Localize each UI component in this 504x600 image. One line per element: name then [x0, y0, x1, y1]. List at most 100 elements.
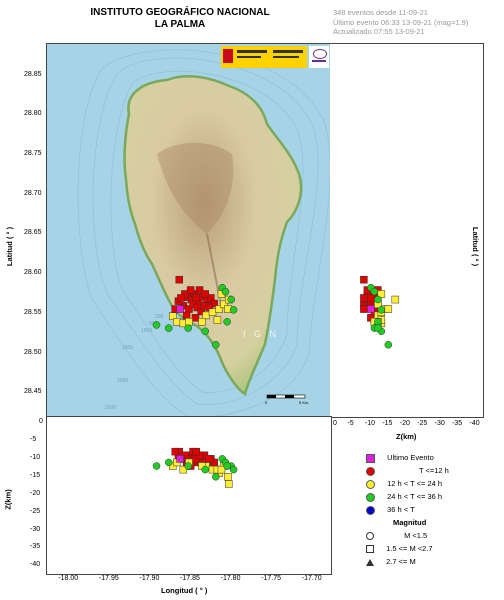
blue-circle-icon — [366, 505, 375, 515]
red-circle-icon — [366, 466, 375, 476]
event-marker — [173, 318, 181, 326]
latitude-tick-label: 28.70 — [24, 189, 42, 197]
spain-shield-icon — [223, 49, 233, 63]
event-marker — [217, 465, 226, 474]
event-marker — [185, 318, 193, 326]
contour-label-2500: 2500 — [105, 405, 116, 411]
event-marker — [384, 305, 393, 313]
ministry-logo — [221, 46, 307, 68]
event-marker — [184, 324, 192, 332]
depth-tick-label: -20 — [30, 489, 41, 497]
event-marker — [202, 311, 210, 320]
event-marker — [198, 318, 206, 326]
event-marker — [176, 455, 184, 463]
event-marker — [182, 311, 191, 320]
event-marker — [220, 300, 228, 309]
event-marker — [229, 306, 238, 314]
legend-last-event: Ultimo Evento — [366, 453, 434, 463]
magnitude-title: Magnitud — [393, 518, 427, 527]
depth-latitude-panel[interactable] — [330, 43, 484, 418]
event-marker — [374, 324, 382, 332]
right-depth-tick-label: -10 — [364, 420, 375, 427]
right-depth-tick-label: -25 — [417, 420, 428, 427]
longitude-tick-label: -17.95 — [98, 575, 119, 582]
event-marker — [223, 462, 231, 470]
event-marker — [186, 286, 195, 294]
event-marker — [367, 305, 375, 313]
right-depth-tick-label: -15 — [382, 420, 393, 427]
event-marker — [229, 465, 238, 474]
latitude-tick-label: 28.80 — [24, 110, 42, 118]
legend-t3: 24 h < T <= 36 h — [366, 492, 442, 502]
latitude-tick-label: 28.45 — [24, 388, 42, 396]
event-marker — [201, 465, 209, 474]
event-marker — [367, 294, 375, 302]
event-marker — [227, 295, 235, 304]
legend-t2: 12 h < T <= 24 h — [366, 479, 442, 489]
event-marker — [208, 308, 217, 316]
legend-m1: M <1.5 — [366, 531, 427, 541]
right-depth-tick-label: -40 — [469, 420, 480, 427]
longitude-tick-label: -17.75 — [261, 575, 282, 582]
title-line-2: LA PALMA — [154, 19, 206, 30]
info-events: 348 eventos desde 11-09-21 — [333, 8, 428, 17]
latitude-tick-label: 28.75 — [24, 150, 42, 158]
event-marker — [374, 318, 382, 326]
ign-watermark: I G N — [243, 329, 279, 339]
event-marker — [181, 290, 189, 298]
right-depth-tick-label: -35 — [452, 420, 463, 427]
event-marker — [171, 447, 179, 456]
title-line-1: INSTITUTO GEOGRÁFICO NACIONAL — [90, 7, 270, 18]
right-latitude-axis-label: Latitud ( ° ) — [471, 226, 481, 267]
event-marker — [374, 295, 382, 304]
small-circle-icon — [366, 532, 374, 541]
latitude-tick-label: 28.60 — [24, 269, 42, 277]
latitude-axis-label: Latitud ( ° ) — [5, 226, 15, 267]
event-marker — [223, 318, 231, 326]
event-marker — [192, 294, 201, 302]
event-marker — [224, 473, 232, 481]
event-marker — [152, 462, 161, 470]
scale-bar: 0 5 Km — [265, 394, 309, 405]
depth-longitude-panel[interactable] — [46, 416, 332, 575]
event-marker — [215, 305, 223, 313]
square-icon — [366, 545, 374, 554]
event-marker — [184, 462, 192, 470]
right-depth-tick-label: -20 — [399, 420, 410, 427]
longitude-tick-label: -17.90 — [139, 575, 160, 582]
depth-latitude-svg — [360, 275, 400, 349]
depth-tick-label: -30 — [30, 525, 41, 533]
green-circle-icon — [366, 492, 375, 502]
latitude-tick-label: 28.55 — [24, 308, 42, 316]
latitude-tick-label: 28.65 — [24, 229, 42, 237]
right-depth-tick-label: -30 — [434, 420, 445, 427]
right-depth-tick-label: 0 — [333, 420, 337, 427]
event-marker — [193, 303, 201, 312]
event-marker — [212, 341, 220, 349]
map-svg: 200 500 1000 1500 2000 2500 I G N 0 5 Km — [47, 44, 331, 417]
longitude-tick-label: -17.80 — [220, 575, 241, 582]
map-panel[interactable]: 200 500 1000 1500 2000 2500 I G N 0 5 Km — [46, 43, 332, 418]
depth-tick-label: -5 — [30, 435, 37, 443]
longitude-tick-label: -17.85 — [180, 575, 200, 582]
latitude-tick-label: 28.50 — [24, 348, 42, 356]
event-marker — [164, 458, 173, 467]
depth-tick-label: -10 — [30, 453, 41, 461]
contour-label-1500: 1500 — [122, 345, 133, 351]
event-marker — [225, 480, 233, 488]
event-marker — [176, 305, 184, 313]
event-marker — [377, 290, 386, 298]
event-marker — [210, 299, 218, 308]
event-marker — [201, 327, 209, 336]
legend-t1: T <=12 h — [366, 466, 449, 476]
yellow-circle-icon — [366, 479, 375, 489]
depth-axis-label: Z(km) — [3, 489, 13, 510]
event-marker — [179, 465, 188, 474]
svg-text:5 Km: 5 Km — [299, 400, 309, 405]
depth-tick-label: -40 — [30, 561, 41, 569]
event-marker — [192, 447, 201, 456]
event-marker — [360, 305, 368, 313]
depth-tick-label: -15 — [30, 471, 41, 479]
event-marker — [191, 314, 200, 322]
longitude-tick-label: -18.00 — [58, 575, 79, 582]
